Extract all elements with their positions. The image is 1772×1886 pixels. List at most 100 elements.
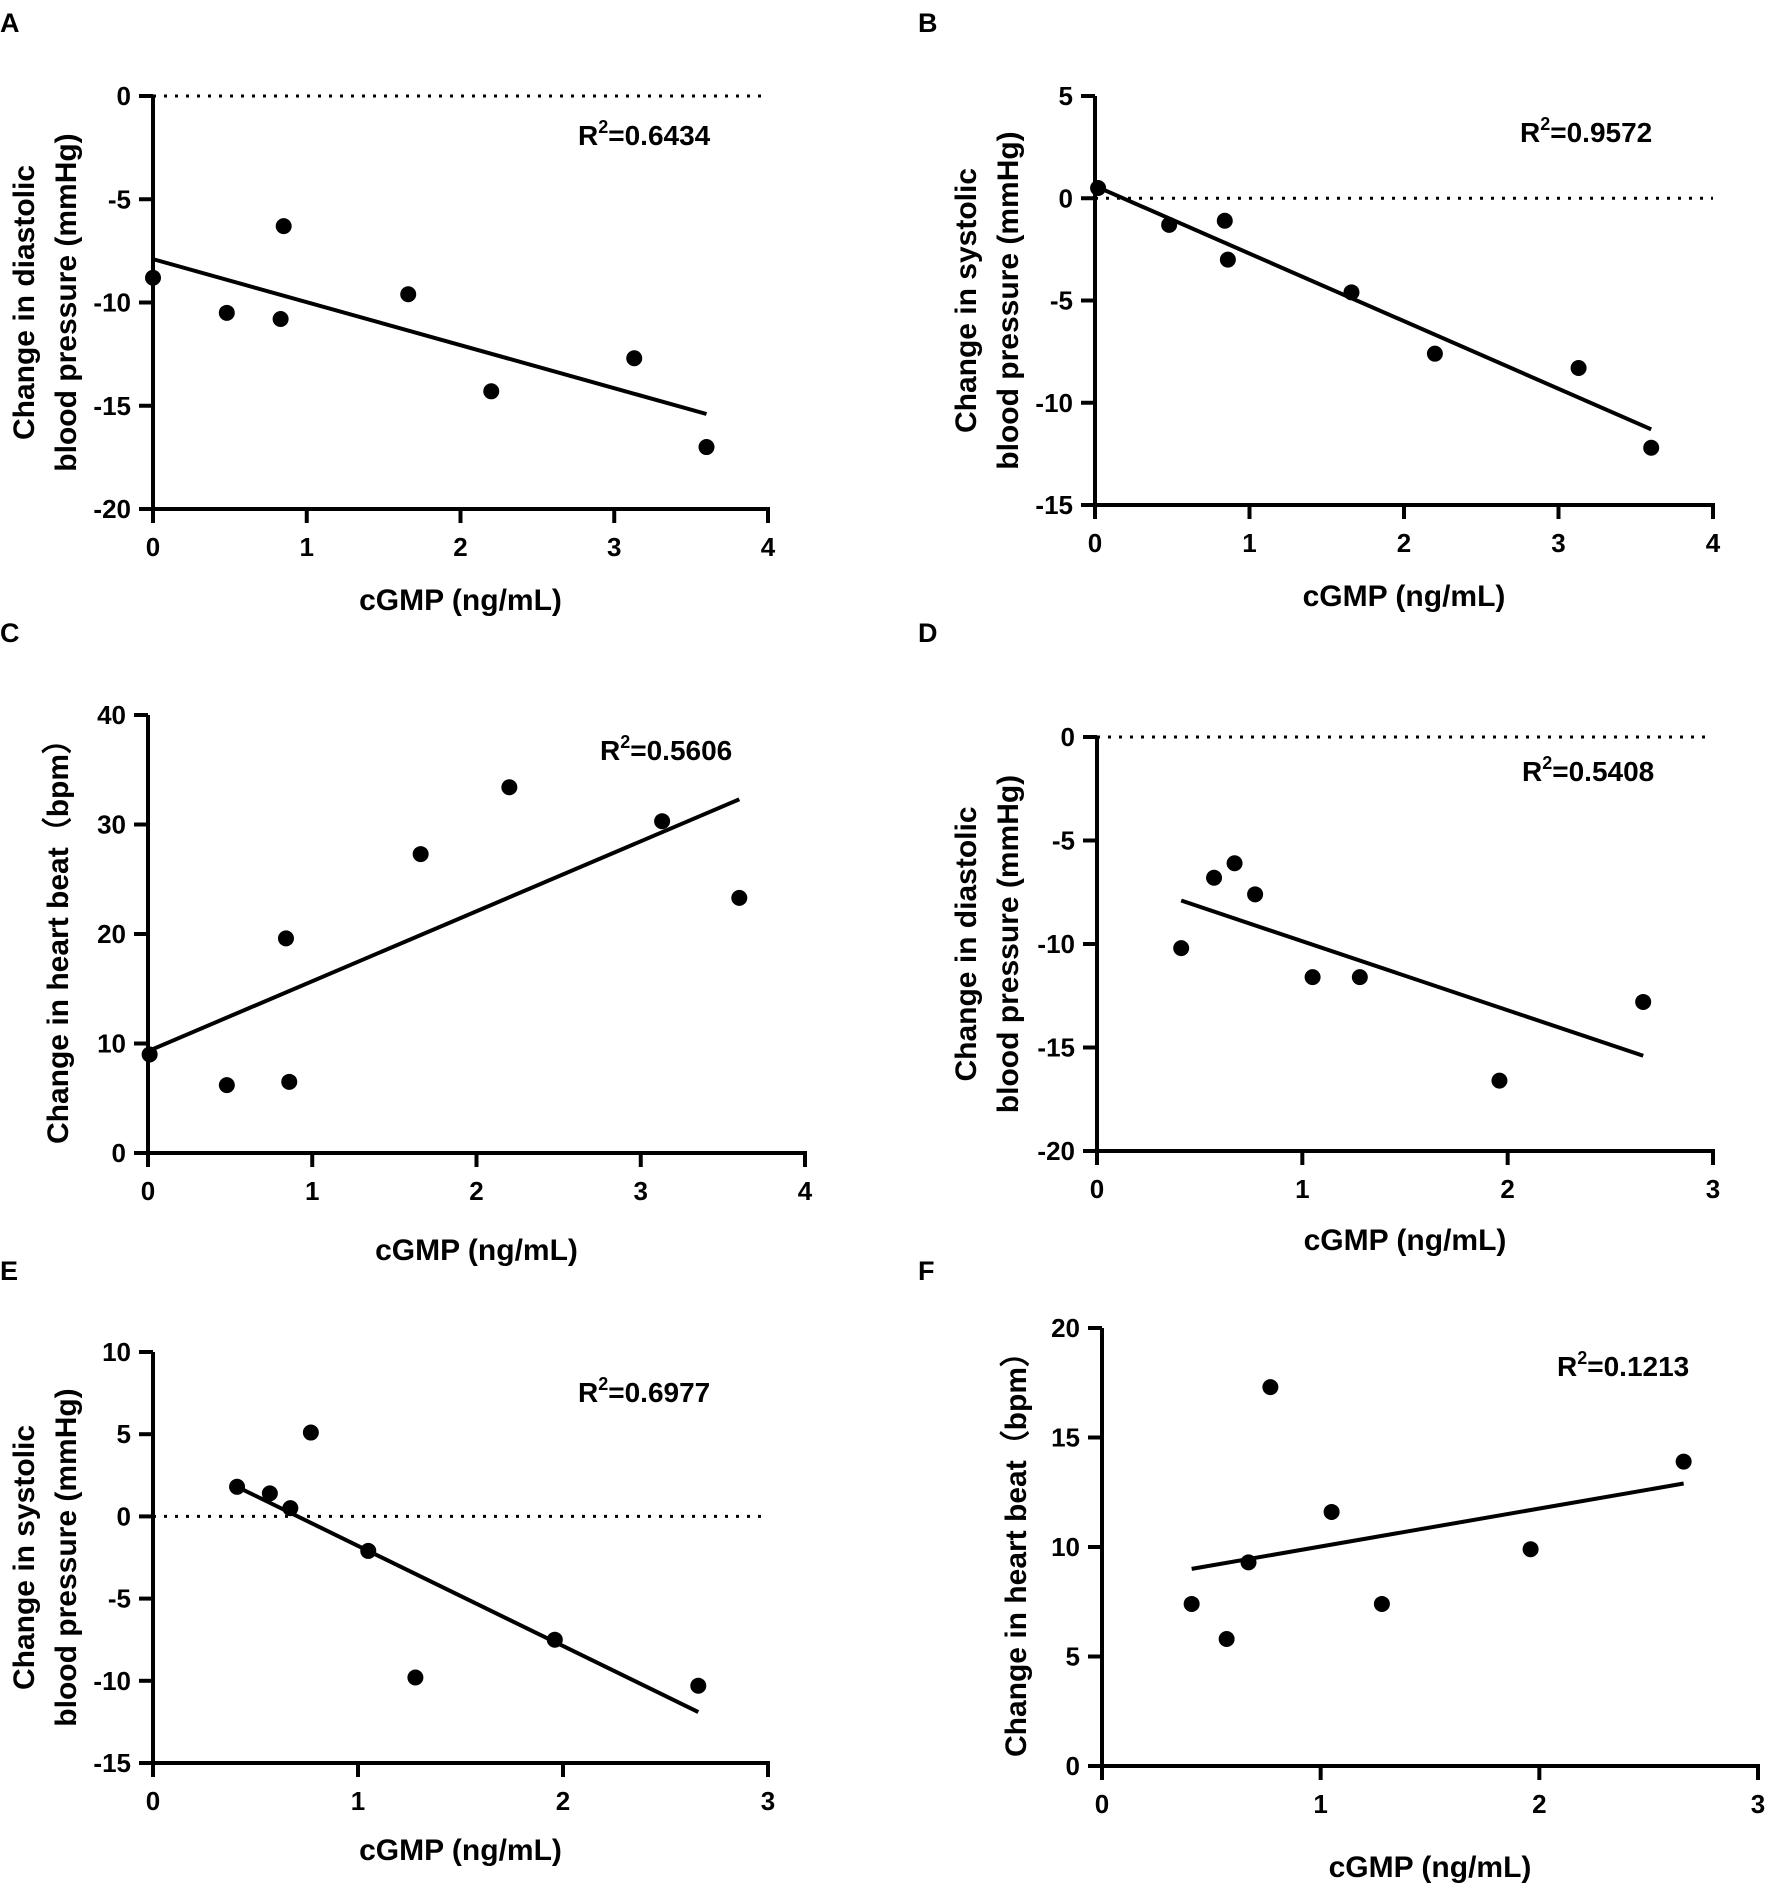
- data-point: [501, 779, 518, 796]
- x-tick-label: 1: [1295, 1174, 1309, 1204]
- y-tick-label: 0: [1061, 722, 1075, 752]
- panel-label-d: D: [918, 618, 938, 648]
- y-tick-label: -15: [93, 391, 131, 421]
- x-tick-label: 4: [798, 1176, 813, 1206]
- y-tick-label: -10: [1035, 388, 1073, 418]
- panel-e: E 10 5 0 -5 -10 -15 0 1 2 3 cGMP (ng/mL) Change in s…: [0, 1256, 775, 1867]
- x-axis-label: cGMP (ng/mL): [359, 1834, 562, 1867]
- panel-label-b: B: [918, 8, 938, 38]
- x-tick-label: 2: [469, 1176, 483, 1206]
- x-tick-label: 2: [1500, 1174, 1514, 1204]
- panel-a: A 0 -5 -10 -15 -20 0 1 2 3 4 cGMP (ng/mL) Change in …: [0, 8, 776, 617]
- y-axis-label: blood pressure (mmHg): [992, 775, 1025, 1113]
- data-point: [1426, 345, 1443, 362]
- y-axis-label: Change in heart beat（bpm）: [41, 724, 75, 1144]
- r-squared-label: R2=0.5408: [1522, 753, 1654, 787]
- y-tick-label: 5: [117, 1419, 131, 1449]
- data-point: [1219, 251, 1236, 268]
- data-point: [1161, 216, 1178, 233]
- x-tick-label: 1: [305, 1176, 319, 1206]
- y-axis-label: Change in diastolic: [950, 806, 983, 1081]
- x-tick-label: 3: [1706, 1174, 1720, 1204]
- x-tick-label: 2: [1397, 528, 1411, 558]
- x-tick-label: 3: [634, 1176, 648, 1206]
- data-point: [654, 813, 671, 830]
- data-point: [626, 350, 643, 367]
- x-axis-label: cGMP (ng/mL): [1329, 1851, 1532, 1884]
- data-point: [218, 1077, 235, 1094]
- y-tick-label: 10: [1051, 1532, 1080, 1562]
- data-point: [282, 1500, 299, 1517]
- x-tick-label: 1: [351, 1786, 365, 1816]
- y-tick-label: 5: [1066, 1642, 1080, 1672]
- y-axis-label: Change in heart beat（bpm）: [999, 1337, 1033, 1757]
- regression-line: [1191, 1481, 1684, 1571]
- x-tick-label: 2: [556, 1786, 570, 1816]
- y-tick-label: -5: [1052, 826, 1075, 856]
- data-point: [1643, 439, 1660, 456]
- x-tick-label: 2: [1532, 1789, 1546, 1819]
- regression-line: [1094, 184, 1653, 432]
- data-point: [483, 383, 500, 400]
- data-point: [145, 269, 161, 286]
- y-tick-label: -15: [1037, 1033, 1075, 1063]
- data-point: [302, 1424, 319, 1441]
- y-axis-label: Change in systolic: [8, 1425, 41, 1690]
- r-squared-label: R2=0.9572: [1520, 114, 1652, 148]
- data-point: [141, 1046, 158, 1063]
- y-tick-label: 20: [1051, 1313, 1080, 1343]
- y-tick-label: -20: [93, 494, 131, 524]
- data-point: [1491, 1072, 1508, 1089]
- x-tick-label: 3: [1551, 528, 1565, 558]
- y-tick-label: 30: [97, 810, 126, 840]
- y-tick-label: 10: [97, 1029, 126, 1059]
- y-tick-label: 0: [1059, 183, 1073, 213]
- y-tick-label: -5: [1050, 286, 1073, 316]
- data-point: [400, 286, 417, 303]
- panel-label-f: F: [918, 1256, 935, 1286]
- data-point: [698, 439, 715, 456]
- x-tick-label: 0: [1088, 528, 1102, 558]
- x-axis-label: cGMP (ng/mL): [375, 1234, 578, 1267]
- data-point: [546, 1631, 563, 1648]
- data-point: [1247, 886, 1264, 903]
- data-point: [1183, 1595, 1200, 1612]
- data-point: [1216, 212, 1233, 229]
- data-point: [407, 1669, 424, 1686]
- y-tick-label: -15: [93, 1748, 131, 1778]
- y-tick-label: -10: [1037, 929, 1075, 959]
- y-axis-label: blood pressure (mmHg): [992, 131, 1025, 469]
- data-point: [1206, 869, 1223, 886]
- data-point: [1343, 284, 1360, 301]
- x-tick-label: 0: [1090, 1174, 1104, 1204]
- data-point: [360, 1542, 377, 1559]
- panel-label-e: E: [0, 1256, 18, 1286]
- data-point: [229, 1478, 246, 1495]
- x-tick-label: 1: [1242, 528, 1256, 558]
- x-axis-label: cGMP (ng/mL): [359, 584, 562, 617]
- y-tick-label: -5: [108, 184, 131, 214]
- y-tick-label: -5: [108, 1584, 131, 1614]
- x-tick-label: 0: [1095, 1789, 1109, 1819]
- x-axis-label: cGMP (ng/mL): [1303, 580, 1506, 613]
- data-point: [731, 889, 748, 906]
- x-tick-label: 3: [607, 532, 621, 562]
- data-point: [1262, 1379, 1279, 1396]
- y-tick-label: 0: [1066, 1751, 1080, 1781]
- panel-d: D 0 -5 -10 -15 -20 0 1 2 3 cGMP (ng/mL) Change in d…: [918, 618, 1720, 1257]
- data-point: [1304, 969, 1321, 986]
- panel-b: B 5 0 -5 -10 -15 0 1 2 3 4 cGMP (ng/mL) Change in sy…: [918, 8, 1721, 613]
- x-tick-label: 0: [146, 532, 160, 562]
- data-point: [1240, 1554, 1257, 1571]
- y-tick-label: -15: [1035, 490, 1073, 520]
- panel-c: C 0 10 20 30 40 0 1 2 3 4 cGMP (ng/mL) Change in hea…: [0, 618, 813, 1267]
- data-point: [1226, 855, 1243, 872]
- x-axis-label: cGMP (ng/mL): [1304, 1224, 1507, 1257]
- x-tick-label: 1: [300, 532, 314, 562]
- regression-line: [236, 1485, 700, 1714]
- r-squared-label: R2=0.5606: [600, 732, 732, 766]
- x-tick-label: 1: [1313, 1789, 1327, 1819]
- data-point: [1218, 1630, 1235, 1647]
- x-tick-label: 3: [761, 1786, 775, 1816]
